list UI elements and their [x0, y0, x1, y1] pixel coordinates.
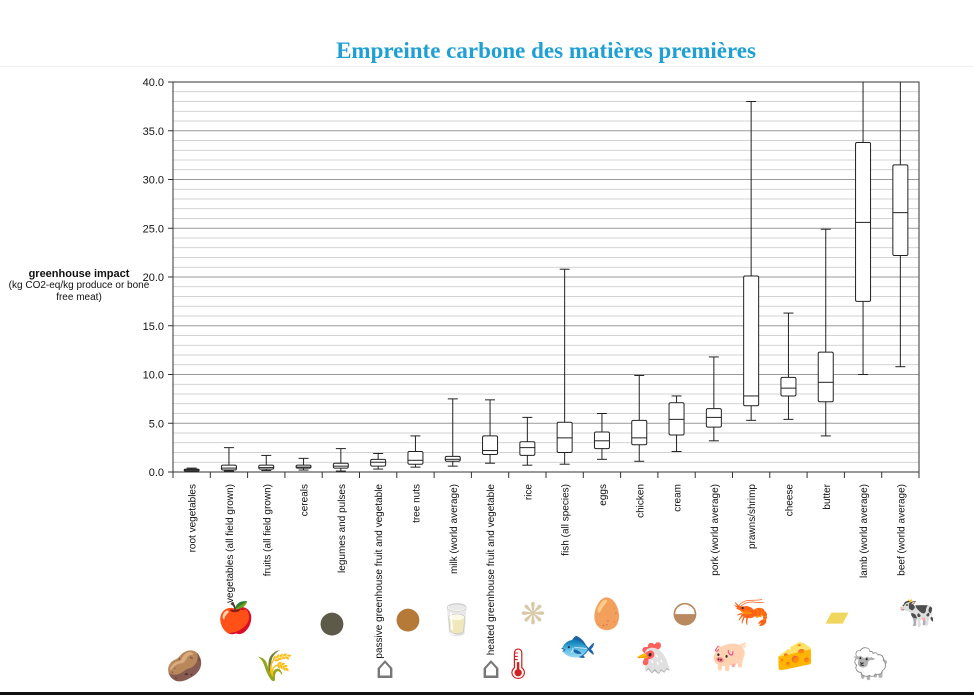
y-tick-label: 20.0 [143, 272, 164, 284]
box [631, 419, 648, 446]
thermometer-icon: 🌡 [498, 647, 538, 682]
potato-icon: 🥔 [166, 649, 204, 684]
walnut-icon: ● [394, 601, 422, 636]
lentils-icon: ● [318, 605, 346, 640]
x-category-label: eggs [598, 484, 609, 506]
y-tick-label: 40.0 [143, 77, 164, 89]
box [892, 164, 909, 257]
page-title: Empreinte carbone des matières premières [336, 38, 756, 63]
eggs-icon: 🥚 [588, 597, 626, 632]
wheat-icon: 🌾 [256, 649, 294, 684]
x-category-label: beef (world average) [896, 484, 907, 576]
shrimp-icon: 🦐 [732, 595, 770, 630]
y-tick-label: 15.0 [143, 321, 164, 333]
butter-icon: ▰ [825, 599, 849, 634]
pig-icon: 🐖 [711, 639, 749, 674]
box [482, 435, 499, 455]
box [743, 275, 760, 407]
x-category-label: tree nuts [411, 484, 422, 523]
y-tick-label: 10.0 [143, 370, 164, 382]
x-category-label: cereals [300, 484, 311, 516]
box [519, 441, 536, 456]
x-category-label: legumes and pulses [337, 484, 348, 573]
y-tick-label: 0.0 [149, 467, 164, 479]
box [780, 376, 797, 397]
fish-icon: 🐟 [559, 629, 597, 664]
x-category-label: vegetables (all field grown) [225, 484, 236, 603]
y-tick-label: 35.0 [143, 126, 164, 138]
x-category-label: prawns/shrimp [747, 484, 758, 549]
rice-icon: ❋ [520, 597, 546, 632]
chicken-icon: 🐔 [635, 641, 673, 676]
x-category-label: pork (world average) [710, 484, 721, 576]
apple-icon: 🍎 [217, 601, 255, 636]
greenhouse-heated-icon: ⌂ [481, 651, 501, 686]
y-axis-label-sub: (kg CO2-eq/kg produce or bone free meat) [8, 280, 150, 303]
greenhouse-icon: ⌂ [375, 651, 395, 686]
x-category-label: butter [822, 483, 833, 509]
x-category-label: passive greenhouse fruit and vegetable [374, 484, 385, 659]
y-tick-label: 30.0 [143, 175, 164, 187]
x-category-label: milk (world average) [449, 484, 460, 574]
x-category-label: rice [523, 484, 534, 501]
y-axis-label-main: greenhouse impact [28, 268, 130, 280]
x-category-label: cheese [784, 484, 795, 517]
bottom-border [0, 692, 974, 695]
x-category-label: chicken [635, 484, 646, 518]
x-category-label: cream [673, 484, 684, 512]
y-axis-label: greenhouse impact (kg CO2-eq/kg produce … [4, 268, 154, 304]
y-tick-label: 5.0 [149, 418, 164, 430]
y-tick-label: 25.0 [143, 223, 164, 235]
box [817, 351, 834, 403]
cheese-icon: 🧀 [776, 639, 814, 674]
x-category-label: fruits (all field grown) [262, 484, 273, 576]
milk-icon: 🥛 [438, 603, 476, 638]
cream-bowl-icon: ◒ [671, 595, 699, 630]
cow-icon: 🐄 [898, 595, 936, 630]
top-divider [0, 66, 974, 67]
x-category-label: lamb (world average) [859, 484, 870, 578]
x-category-label: heated greenhouse fruit and vegetable [486, 484, 497, 656]
x-category-label: root vegetables [188, 484, 199, 552]
box [407, 451, 424, 465]
x-category-label: fish (all species) [561, 484, 572, 556]
lamb-icon: 🐑 [852, 647, 890, 682]
